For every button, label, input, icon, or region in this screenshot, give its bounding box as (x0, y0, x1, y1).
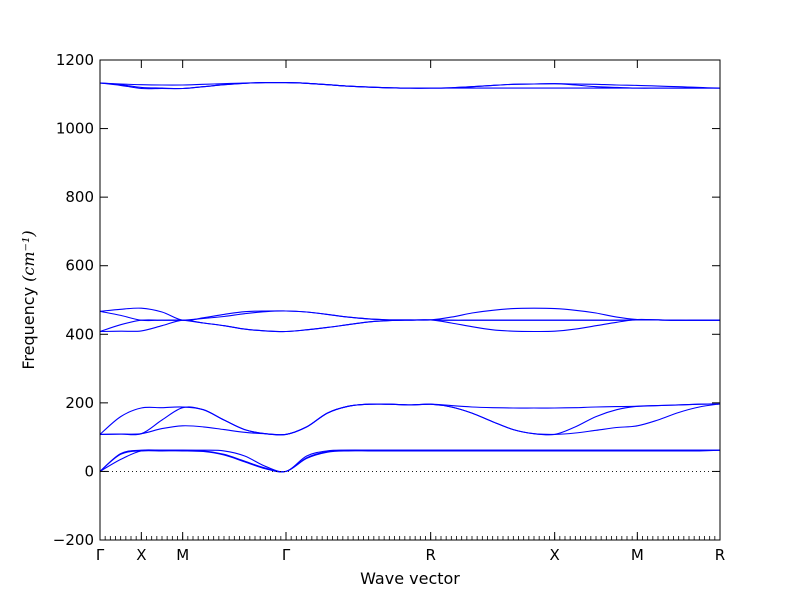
y-tick-label: 0 (84, 462, 94, 480)
band-line-3 (99, 449, 720, 473)
minor-ticks (99, 536, 721, 540)
x-tick-label: M (176, 546, 189, 564)
y-tick-label: 600 (65, 257, 94, 275)
y-tick-label: 800 (65, 188, 94, 206)
y-axis-title: Frequency (cm⁻¹) (19, 230, 38, 369)
band-line-10 (99, 318, 720, 333)
x-axis-title: Wave vector (360, 569, 460, 588)
y-tick-label: −200 (53, 531, 94, 549)
y-tick-label: 1000 (56, 120, 94, 138)
band-line-13 (99, 81, 720, 90)
y-axis-ticks: −200 0 200 400 600 800 1000 1200 (53, 51, 720, 549)
y-axis-title-text: Frequency (19, 287, 38, 370)
x-tick-label: R (715, 546, 725, 564)
x-tick-label: M (631, 546, 644, 564)
x-tick-label: X (550, 546, 560, 564)
band-lines (99, 81, 721, 473)
band-line-2 (99, 449, 721, 473)
band-line-6 (99, 403, 721, 436)
y-tick-label: 1200 (56, 51, 94, 69)
x-tick-label: R (425, 546, 435, 564)
x-tick-label: Γ (96, 546, 105, 564)
y-tick-label: 400 (65, 325, 94, 343)
y-tick-label: 200 (65, 394, 94, 412)
plot-frame (99, 59, 721, 541)
y-axis-title-unit: (cm⁻¹) (19, 230, 38, 281)
x-tick-label: X (136, 546, 146, 564)
x-tick-label: Γ (282, 546, 291, 564)
